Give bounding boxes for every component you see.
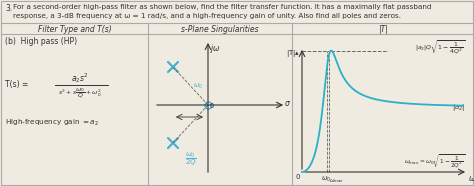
Text: $\omega_{max}=\omega_0\sqrt{1-\dfrac{1}{2Q^2}}$: $\omega_{max}=\omega_0\sqrt{1-\dfrac{1}{…	[404, 152, 465, 169]
Text: $\dfrac{\omega_0}{2Q}$: $\dfrac{\omega_0}{2Q}$	[184, 151, 197, 168]
Text: 0: 0	[210, 103, 214, 109]
Text: response, a 3-dB frequency at ω = 1 rad/s, and a high-frequency gain of unity. A: response, a 3-dB frequency at ω = 1 rad/…	[13, 13, 401, 19]
Text: $\omega_0$: $\omega_0$	[193, 81, 204, 91]
Text: $j\omega$: $j\omega$	[210, 42, 221, 55]
Text: $\omega$: $\omega$	[468, 174, 474, 183]
Text: $\sigma$: $\sigma$	[284, 99, 291, 108]
Text: s-Plane Singularities: s-Plane Singularities	[181, 25, 259, 34]
Text: $|a_2|Q\sqrt{1-\dfrac{1}{4Q^2}}$: $|a_2|Q\sqrt{1-\dfrac{1}{4Q^2}}$	[415, 39, 465, 56]
Text: |T|$\blacktriangle$: |T|$\blacktriangle$	[285, 48, 300, 59]
Text: T(s) =: T(s) =	[5, 81, 28, 89]
Text: $|a_2|$: $|a_2|$	[452, 102, 465, 113]
Text: $s^2 + s\dfrac{\omega_0}{Q} + \omega_0^2$: $s^2 + s\dfrac{\omega_0}{Q} + \omega_0^2…	[58, 86, 102, 100]
Text: |T|: |T|	[378, 25, 387, 34]
Text: Filter Type and T(s): Filter Type and T(s)	[37, 25, 111, 34]
Text: High-frequency gain $= a_2$: High-frequency gain $= a_2$	[5, 118, 99, 128]
Text: $\omega_0$: $\omega_0$	[321, 175, 331, 184]
Text: $\omega_{max}$: $\omega_{max}$	[328, 177, 344, 185]
Text: For a second-order high-pass filter as shown below, find the filter transfer fun: For a second-order high-pass filter as s…	[13, 4, 431, 10]
Text: $a_2 s^2$: $a_2 s^2$	[71, 71, 89, 85]
Text: 3.: 3.	[5, 4, 12, 13]
Text: (b)  High pass (HP): (b) High pass (HP)	[5, 37, 77, 46]
Text: 0: 0	[295, 174, 300, 180]
